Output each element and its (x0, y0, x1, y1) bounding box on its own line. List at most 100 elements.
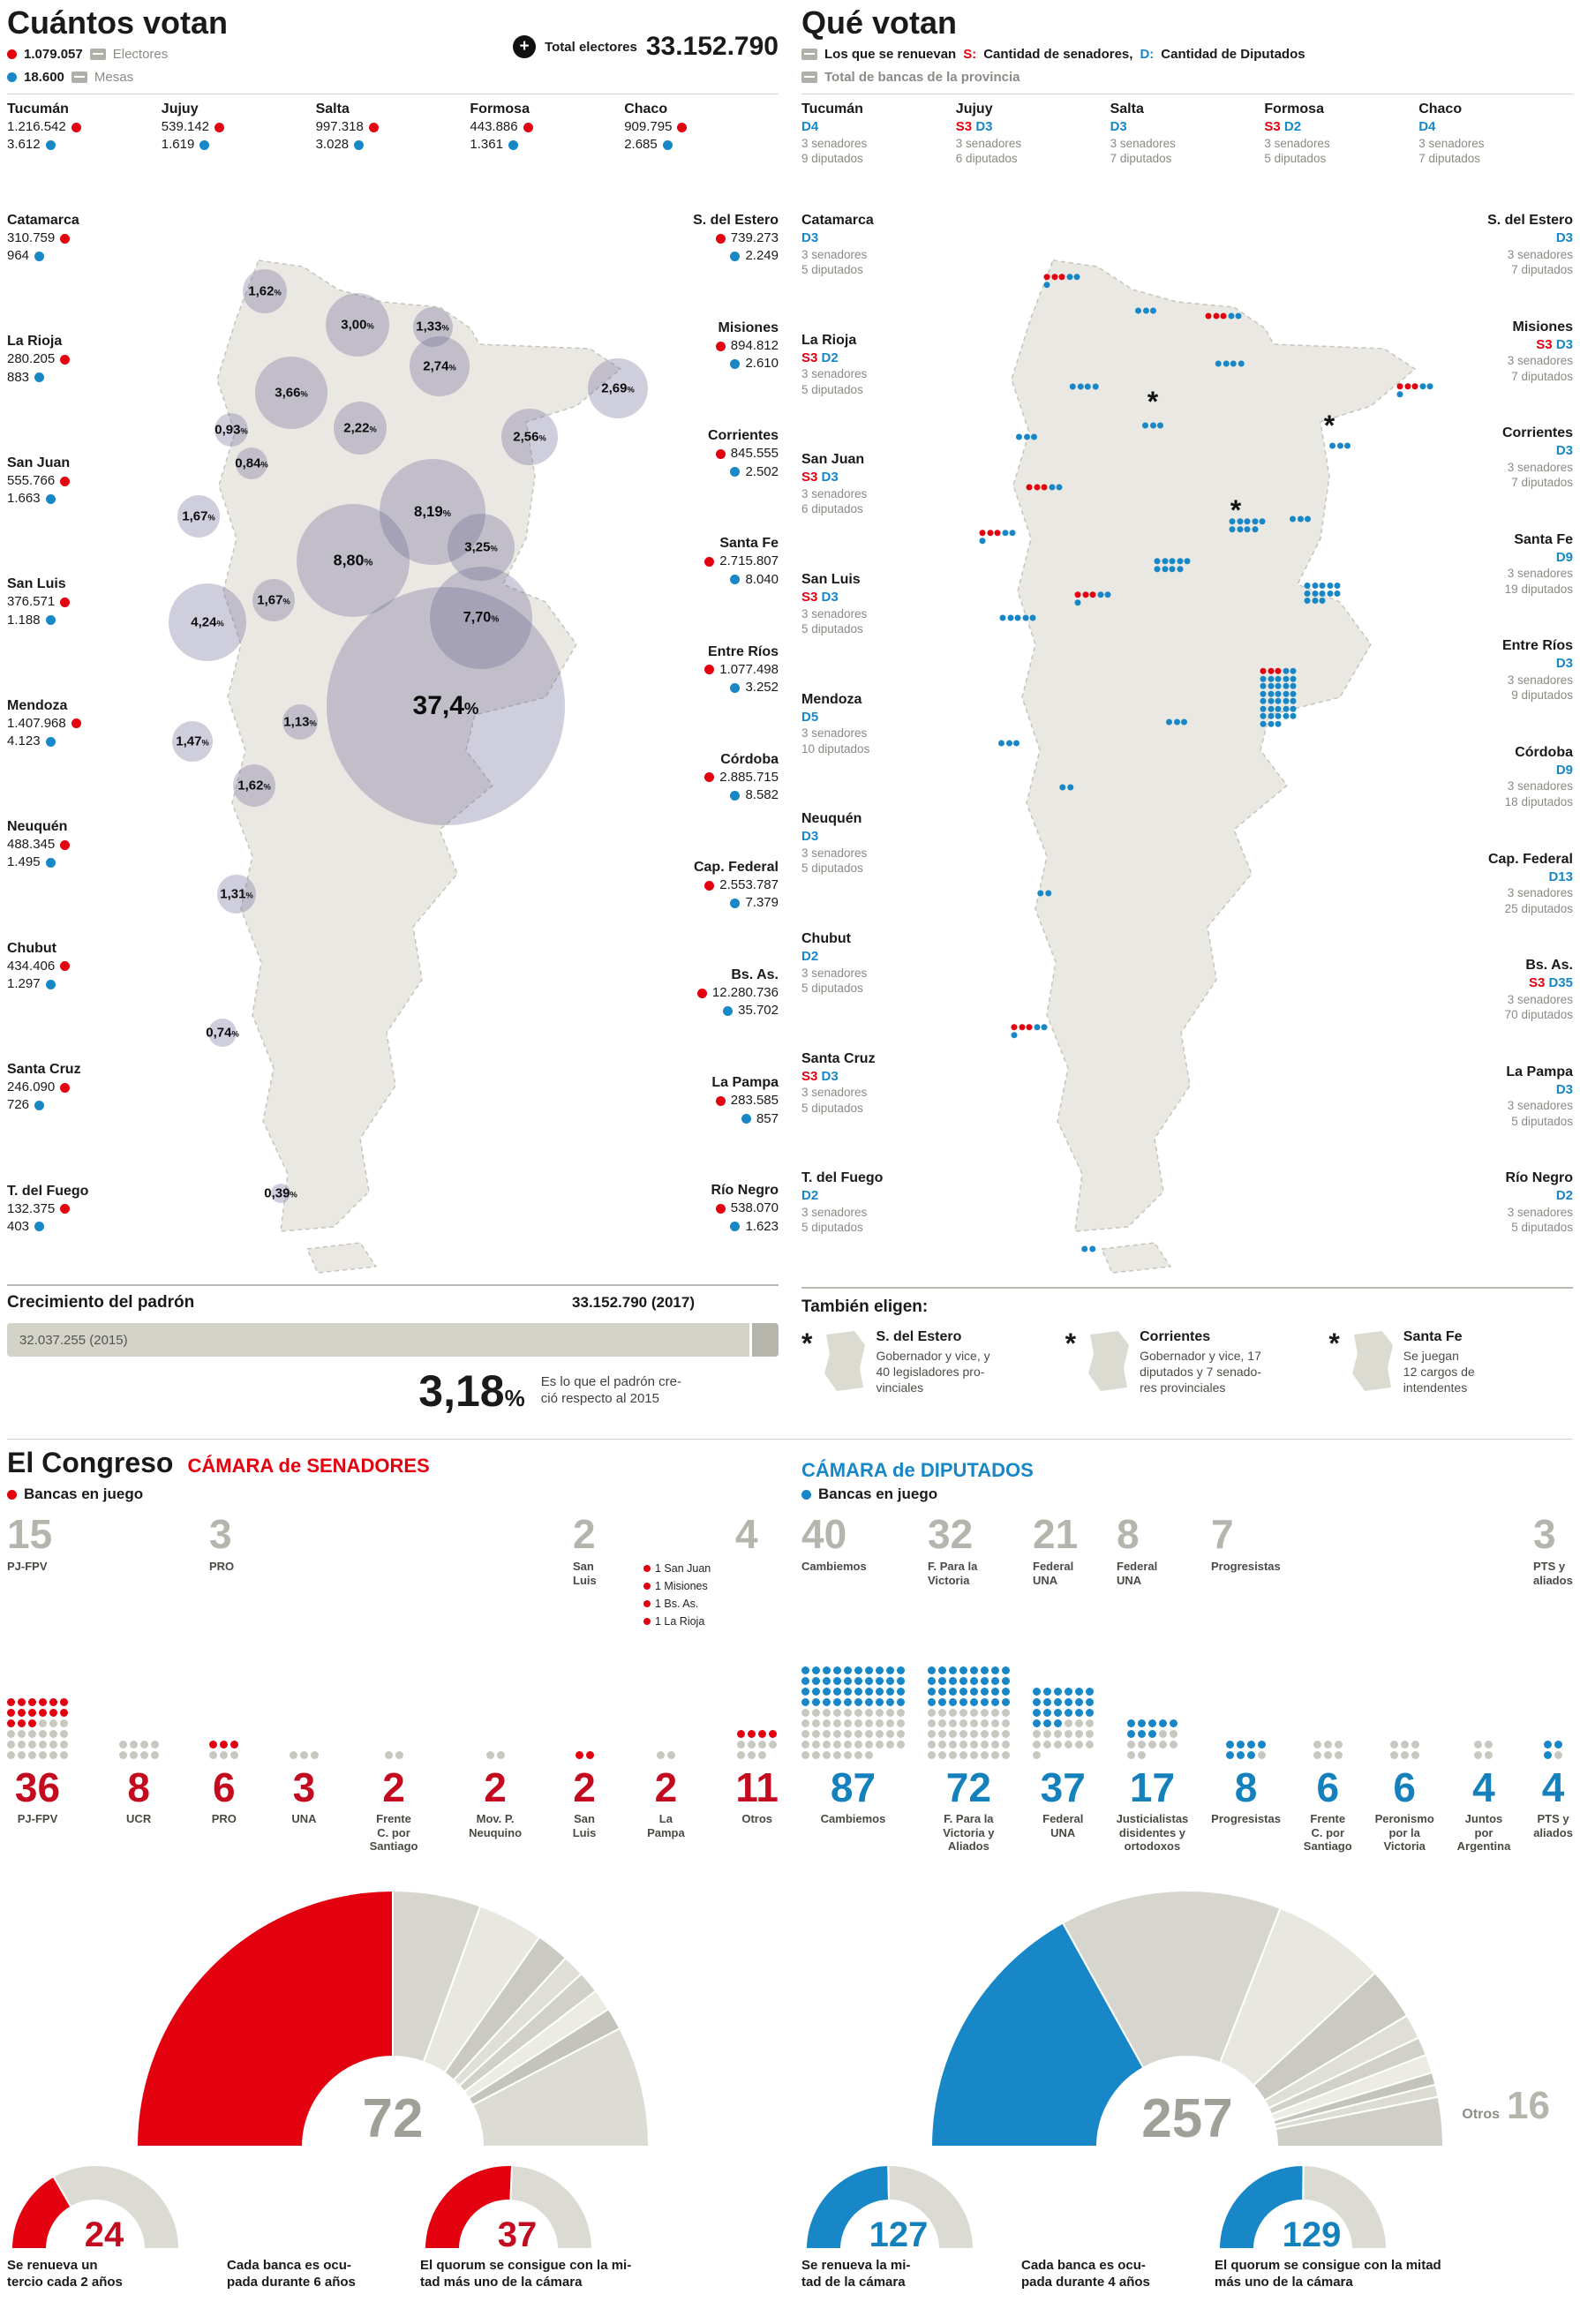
seat-dot (886, 1709, 894, 1717)
deputy-dot (1312, 583, 1318, 589)
deputies-hemicycle: 257 Otros 16 (801, 1880, 1573, 2148)
seat-dot (28, 1709, 36, 1717)
seat-matrix (384, 1751, 403, 1759)
province-stat: San Luis 376.571 1.188 (7, 575, 164, 629)
seat-dot (980, 1741, 989, 1749)
seat-dot (1247, 1751, 1256, 1759)
seat-dot (1544, 1751, 1553, 1759)
seat-dot (801, 1741, 809, 1749)
deputy-dot (1290, 697, 1297, 704)
seat-matrix (289, 1751, 319, 1759)
mesas-dot-icon (730, 359, 741, 370)
seat-dot (990, 1666, 999, 1674)
seat-dot (1137, 1719, 1146, 1727)
province-seats: Salta D3 3 senadores 7 diputados (1110, 102, 1176, 166)
province-stat: San Juan 555.766 1.663 (7, 455, 71, 507)
deputy-dot (979, 537, 986, 544)
seat-cluster-San Juan (979, 530, 1016, 544)
bancas-en-juego-senate: Bancas en juego (7, 1485, 779, 1503)
mesas-dot-icon (45, 615, 56, 626)
senate-top-groups: 15 PJ-FPV 3 PRO 2 San Luis (7, 1514, 779, 1646)
deputy-dot (1056, 484, 1063, 491)
deputy-dot (1275, 682, 1282, 689)
seat-dot (854, 1730, 862, 1738)
seat-dot (1085, 1719, 1094, 1727)
map-bubble-T. del Fuego (271, 1184, 290, 1203)
province-stat: Santa Fe 2.715.807 8.040 (630, 535, 779, 589)
seat-dot (876, 1677, 884, 1685)
seat-cluster-Río Negro (1059, 784, 1073, 791)
deputy-dot (1154, 558, 1161, 565)
seat-dot (758, 1741, 767, 1749)
seat-dot (60, 1730, 68, 1738)
legend-row: 1 San Juan (643, 1560, 730, 1577)
senator-dot (1043, 274, 1050, 281)
seat-dot (990, 1751, 999, 1759)
seat-dot (854, 1751, 862, 1759)
deputy-dot (1215, 360, 1222, 367)
seat-dot (897, 1709, 905, 1717)
legend-row: 1 Bs. As. (643, 1595, 730, 1613)
mesas-dot-icon (34, 372, 45, 383)
province-stat: Mendoza 1.407.968 4.123 (7, 697, 164, 751)
seat-dot (948, 1751, 957, 1759)
deputy-dot (1037, 890, 1044, 897)
deputy-dot (1013, 740, 1019, 747)
seat-matrix (1544, 1741, 1563, 1759)
bubble-label-Río Negro: 1,62% (237, 778, 271, 793)
deputy-dot (1260, 705, 1267, 712)
senator-dot (1019, 1024, 1025, 1031)
seat-cluster-Salta (1135, 307, 1156, 314)
province-seats: Entre Ríos D3 3 senadores 9 diputados (1501, 638, 1573, 703)
bubble-label-T. del Fuego: 0,39% (264, 1185, 297, 1201)
bubble-label-S. del Estero: 2,22% (343, 420, 377, 436)
seat-dot (844, 1741, 852, 1749)
seat-dot (1042, 1730, 1051, 1738)
deputies-chamber: CÁMARA de DIPUTADOS Bancas en juego 40 C… (801, 1459, 1573, 2290)
deputy-dot (1283, 697, 1289, 704)
map-bubble-San Luis (252, 579, 295, 621)
party-seat-group: 4 Juntos por Argentina (1457, 1651, 1510, 1854)
map-bubble-Formosa (412, 306, 453, 347)
province-stat: Misiones 894.812 2.610 (630, 320, 779, 373)
seat-dot (959, 1698, 967, 1706)
senate-title: CÁMARA de SENADORES (187, 1455, 430, 1477)
hemicycle-segment (1302, 2164, 1388, 2251)
province-stat: Río Negro 538.070 1.623 (711, 1183, 779, 1234)
deputy-dot (1336, 442, 1343, 449)
seat-dot (927, 1709, 936, 1717)
deputy-dot (1319, 598, 1326, 604)
bubble-label-Formosa: 1,33% (416, 319, 449, 335)
deputy-dot (1043, 281, 1050, 288)
legend-bancas: Total de bancas de la provincia (801, 70, 1573, 85)
seat-dot (1554, 1751, 1563, 1759)
deputy-dot (1014, 614, 1021, 621)
deputies-term-caption: Cada banca es ocu- pada durante 4 años (1021, 2258, 1150, 2290)
province-stat: La Pampa 283.585 857 (711, 1075, 779, 1126)
seat-dot (844, 1751, 852, 1759)
seat-dot (801, 1666, 809, 1674)
deputy-dot (1088, 1245, 1095, 1252)
deputies-title: CÁMARA de DIPUTADOS (801, 1459, 1034, 1481)
map-bubble-Jujuy (243, 269, 287, 313)
seat-dot (1544, 1741, 1553, 1749)
deputy-dot (1260, 697, 1267, 704)
senator-dot (1011, 1024, 1018, 1031)
seat-cluster-S. del Estero (1142, 422, 1163, 429)
seat-dot (1001, 1677, 1010, 1685)
deputy-dot (1260, 690, 1267, 697)
map-bubble-Bs. As. (327, 587, 565, 825)
deputy-dot (1304, 598, 1311, 604)
seat-dot (60, 1751, 68, 1759)
seat-dot (886, 1719, 894, 1727)
party-seat-group: 17 Justicialistas disidentes y ortodoxos (1117, 1651, 1188, 1854)
right-title: Qué votan (801, 4, 958, 41)
deputy-dot (1154, 565, 1161, 572)
seat-dot (150, 1741, 159, 1749)
seat-dot (769, 1730, 778, 1738)
senate-hemicycle: 72 (7, 1880, 779, 2148)
map-bubble-Río Negro (233, 764, 275, 807)
deputy-dot (1229, 525, 1236, 532)
province-seats: Mendoza D5 3 senadores 10 diputados (801, 691, 870, 756)
deputy-dot (1077, 383, 1084, 390)
